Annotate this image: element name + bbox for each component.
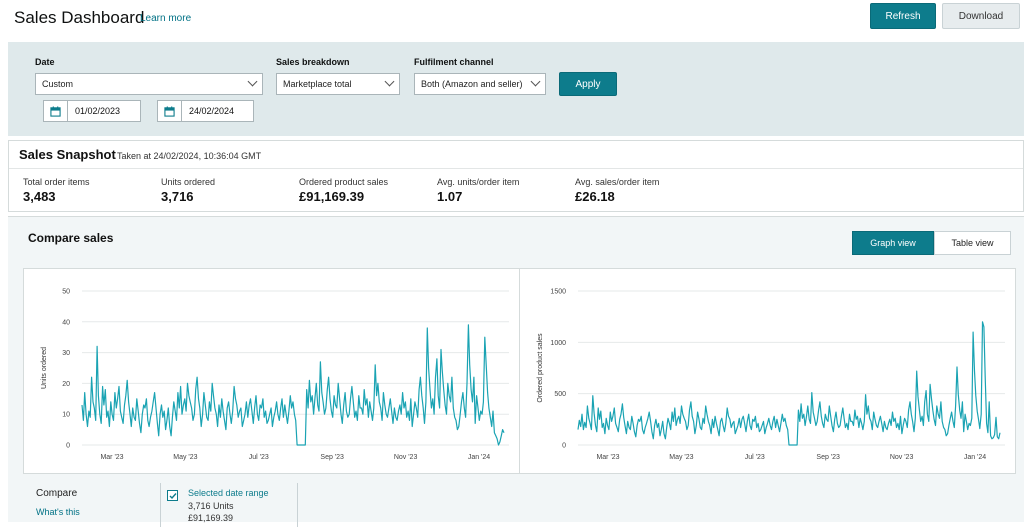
page-header: Sales Dashboard Learn more Refresh Downl… xyxy=(0,0,1024,42)
refresh-button[interactable]: Refresh xyxy=(870,3,936,29)
end-date-field[interactable]: 24/02/2024 xyxy=(157,100,254,122)
metric-total-order-items: Total order items 3,483 xyxy=(23,177,90,204)
learn-more-link[interactable]: Learn more xyxy=(140,13,192,24)
compare-title: Compare sales xyxy=(28,231,114,245)
x-tick-label: Jul '23 xyxy=(249,454,269,461)
compare-label: Compare xyxy=(36,488,78,499)
metric-label: Ordered product sales xyxy=(299,177,389,187)
start-date-field[interactable]: 01/02/2023 xyxy=(43,100,141,122)
y-tick-label: 10 xyxy=(62,412,70,419)
y-tick-label: 0 xyxy=(562,443,566,450)
channel-select[interactable]: Both (Amazon and seller) xyxy=(414,73,546,95)
units-chart-svg: 0 10 20 30 40 50 Mar '23 May '23 Jul '23 Sep '23 N… xyxy=(41,289,509,461)
y-tick-label: 0 xyxy=(66,443,70,450)
end-date-value: 24/02/2024 xyxy=(189,106,235,116)
y-axis-label: Ordered product sales xyxy=(537,333,544,403)
legend-selected-range: Selected date range 3,716 Units £91,169.… xyxy=(160,483,298,527)
sales-chart: 0 500 1000 1500 Mar '23 May '23 Jul '23 Sep '23… xyxy=(519,268,1016,474)
y-tick-label: 500 xyxy=(554,391,566,398)
y-tick-label: 30 xyxy=(62,350,70,357)
y-tick-label: 1500 xyxy=(550,289,566,296)
check-icon xyxy=(169,492,177,499)
compare-sales-section: Compare sales Graph view Table view 0 10 2… xyxy=(8,216,1024,527)
table-view-button[interactable]: Table view xyxy=(934,231,1011,255)
y-axis-label: Units ordered xyxy=(41,347,48,389)
legend-name: Selected date range xyxy=(188,488,269,498)
x-tick-label: May '23 xyxy=(669,454,693,461)
start-date-value: 01/02/2023 xyxy=(75,106,121,116)
legend-units: 3,716 Units xyxy=(188,501,234,511)
whats-this-link[interactable]: What's this xyxy=(36,507,80,517)
series-line xyxy=(81,324,505,446)
calendar-icon[interactable] xyxy=(44,101,68,121)
units-chart: 0 10 20 30 40 50 Mar '23 May '23 Jul '23 Sep '23 N… xyxy=(23,268,520,474)
metric-avg-sales: Avg. sales/order item £26.18 xyxy=(575,177,659,204)
snapshot-header: Sales Snapshot Taken at 24/02/2024, 10:3… xyxy=(9,141,1023,169)
x-tick-label: Sep '23 xyxy=(816,454,840,461)
filter-panel: Date Custom 01/02/2023 24/02/2024 Sales … xyxy=(8,42,1024,136)
legend-sales: £91,169.39 xyxy=(188,513,234,523)
metric-avg-units: Avg. units/order item 1.07 xyxy=(437,177,519,204)
metric-value: £26.18 xyxy=(575,189,615,204)
snapshot-timestamp: Taken at 24/02/2024, 10:36:04 GMT xyxy=(117,151,262,161)
metric-value: 1.07 xyxy=(437,189,463,204)
breakdown-select-value: Marketplace total xyxy=(283,79,352,89)
y-tick-label: 50 xyxy=(62,289,70,296)
chevron-down-icon xyxy=(384,76,395,87)
metric-value: 3,483 xyxy=(23,189,56,204)
x-tick-label: May '23 xyxy=(173,454,197,461)
x-tick-label: Nov '23 xyxy=(890,454,914,461)
x-tick-label: Nov '23 xyxy=(394,454,418,461)
metric-units-ordered: Units ordered 3,716 xyxy=(161,177,215,204)
metric-label: Total order items xyxy=(23,177,90,187)
x-tick-label: Jan '24 xyxy=(964,454,986,461)
calendar-icon[interactable] xyxy=(158,101,182,121)
y-tick-label: 40 xyxy=(62,319,70,326)
sales-chart-svg: 0 500 1000 1500 Mar '23 May '23 Jul '23 Sep '23… xyxy=(537,289,1005,461)
x-tick-label: Jul '23 xyxy=(745,454,765,461)
date-select-value: Custom xyxy=(42,79,74,89)
download-button[interactable]: Download xyxy=(942,3,1020,29)
metric-value: 3,716 xyxy=(161,189,194,204)
x-tick-label: Jan '24 xyxy=(468,454,490,461)
x-tick-label: Mar '23 xyxy=(596,454,619,461)
date-select[interactable]: Custom xyxy=(35,73,263,95)
y-tick-label: 20 xyxy=(62,381,70,388)
series-line xyxy=(577,321,1001,446)
metric-value: £91,169.39 xyxy=(299,189,365,204)
metric-label: Units ordered xyxy=(161,177,216,187)
page-title: Sales Dashboard xyxy=(14,8,145,27)
x-tick-label: Sep '23 xyxy=(320,454,344,461)
x-tick-label: Mar '23 xyxy=(100,454,123,461)
chevron-down-icon xyxy=(530,76,541,87)
channel-select-value: Both (Amazon and seller) xyxy=(421,79,523,89)
apply-button[interactable]: Apply xyxy=(559,72,617,96)
metric-label: Avg. units/order item xyxy=(437,177,520,187)
sales-snapshot: Sales Snapshot Taken at 24/02/2024, 10:3… xyxy=(8,140,1024,212)
date-label: Date xyxy=(35,57,55,67)
breakdown-select[interactable]: Marketplace total xyxy=(276,73,400,95)
snapshot-title: Sales Snapshot xyxy=(19,147,116,162)
channel-label: Fulfilment channel xyxy=(414,57,494,67)
chevron-down-icon xyxy=(247,76,258,87)
metric-ordered-product-sales: Ordered product sales £91,169.39 xyxy=(299,177,388,204)
selected-range-checkbox[interactable] xyxy=(167,490,178,501)
graph-view-button[interactable]: Graph view xyxy=(852,231,934,255)
y-tick-label: 1000 xyxy=(550,340,566,347)
breakdown-label: Sales breakdown xyxy=(276,57,350,67)
metric-label: Avg. sales/order item xyxy=(575,177,660,187)
